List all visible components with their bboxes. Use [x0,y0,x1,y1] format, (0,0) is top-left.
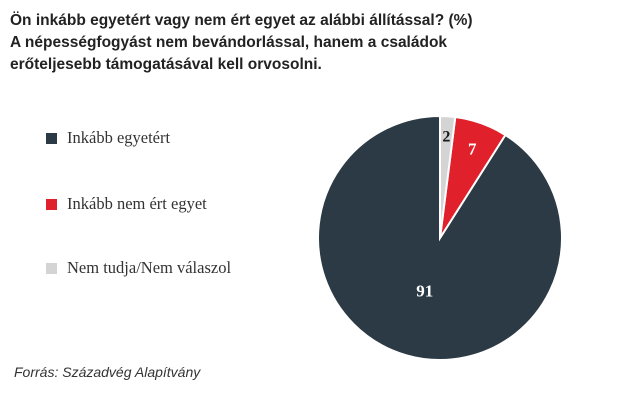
chart-title-block: Ön inkább egyetért vagy nem ért egyet az… [10,10,630,76]
chart-subtitle-line-2: erőteljesebb támogatásával kell orvosoln… [10,56,322,73]
legend-swatch-disagree [46,198,57,210]
pie-chart: 91 7 2 [300,100,580,361]
legend-swatch-agree [46,132,57,144]
pie-value-label-dont-know: 2 [442,129,450,146]
legend-label-agree: Inkább egyetért [67,128,171,147]
source-note: Forrás: Századvég Alapítvány [14,364,201,380]
pie-slice-dont-know [439,114,457,239]
pie-chart-svg: 91 7 2 [317,114,563,361]
pie-value-label-agree: 91 [416,282,433,301]
pie-value-label-disagree: 7 [468,140,477,159]
legend-swatch-dont-know [46,262,57,274]
chart-title: Ön inkább egyetért vagy nem ért egyet az… [10,12,473,29]
chart-subtitle-line-1: A népességfogyást nem bevándorlással, ha… [10,34,448,51]
legend-item-disagree: Inkább nem ért egyet [46,194,207,214]
legend-item-dont-know: Nem tudja/Nem válaszol [46,258,231,278]
legend-label-dont-know: Nem tudja/Nem válaszol [67,258,232,277]
legend-item-agree: Inkább egyetért [46,128,170,148]
legend-label-disagree: Inkább nem ért egyet [67,194,207,213]
